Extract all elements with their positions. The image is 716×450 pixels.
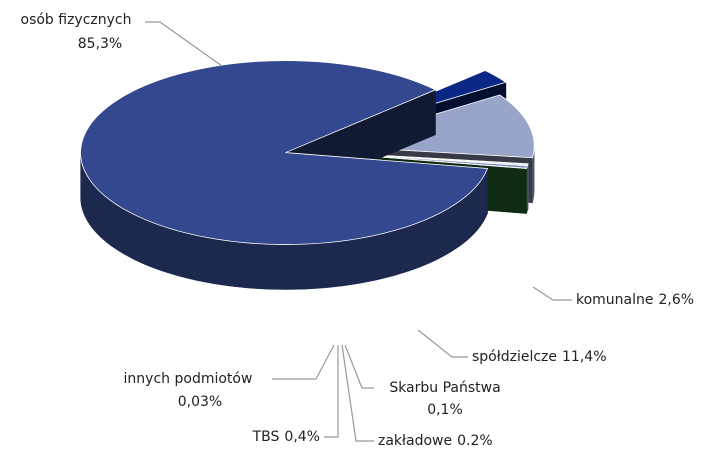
leader-line	[145, 21, 223, 67]
leader-line	[341, 344, 374, 442]
slice-value-label: 0,1%	[427, 402, 463, 418]
leader-line	[272, 344, 335, 380]
slice-label: osób fizycznych	[21, 12, 132, 28]
leader-line	[532, 286, 572, 301]
slice-value-label: 0,4%	[284, 429, 320, 445]
leader-line	[417, 329, 468, 358]
slice-label-group: spółdzielcze 11,4%	[472, 349, 607, 365]
slice	[80, 60, 489, 290]
slice-label-group: zakładowe 0.2%	[378, 433, 493, 449]
slice-top	[80, 60, 489, 245]
slice-value-label: 85,3%	[78, 36, 122, 52]
slice-label: Skarbu Państwa	[389, 380, 500, 396]
slice-label-group: TBS 0,4%	[252, 429, 320, 445]
slice-label: zakładowe	[378, 433, 452, 449]
slice-label-group: komunalne 2,6%	[576, 292, 694, 308]
slice-label: spółdzielcze	[472, 349, 557, 365]
slice-value-label: 11,4%	[562, 349, 606, 365]
slice-label: TBS	[252, 429, 280, 445]
leader-line	[344, 344, 374, 389]
slice-value-label: 2,6%	[659, 292, 695, 308]
slice-value-label: 0,03%	[178, 394, 222, 410]
slice-value-label: 0.2%	[457, 433, 493, 449]
slice-label: komunalne	[576, 292, 654, 308]
leader-line	[324, 345, 339, 438]
slice-label: innych podmiotów	[124, 371, 253, 387]
